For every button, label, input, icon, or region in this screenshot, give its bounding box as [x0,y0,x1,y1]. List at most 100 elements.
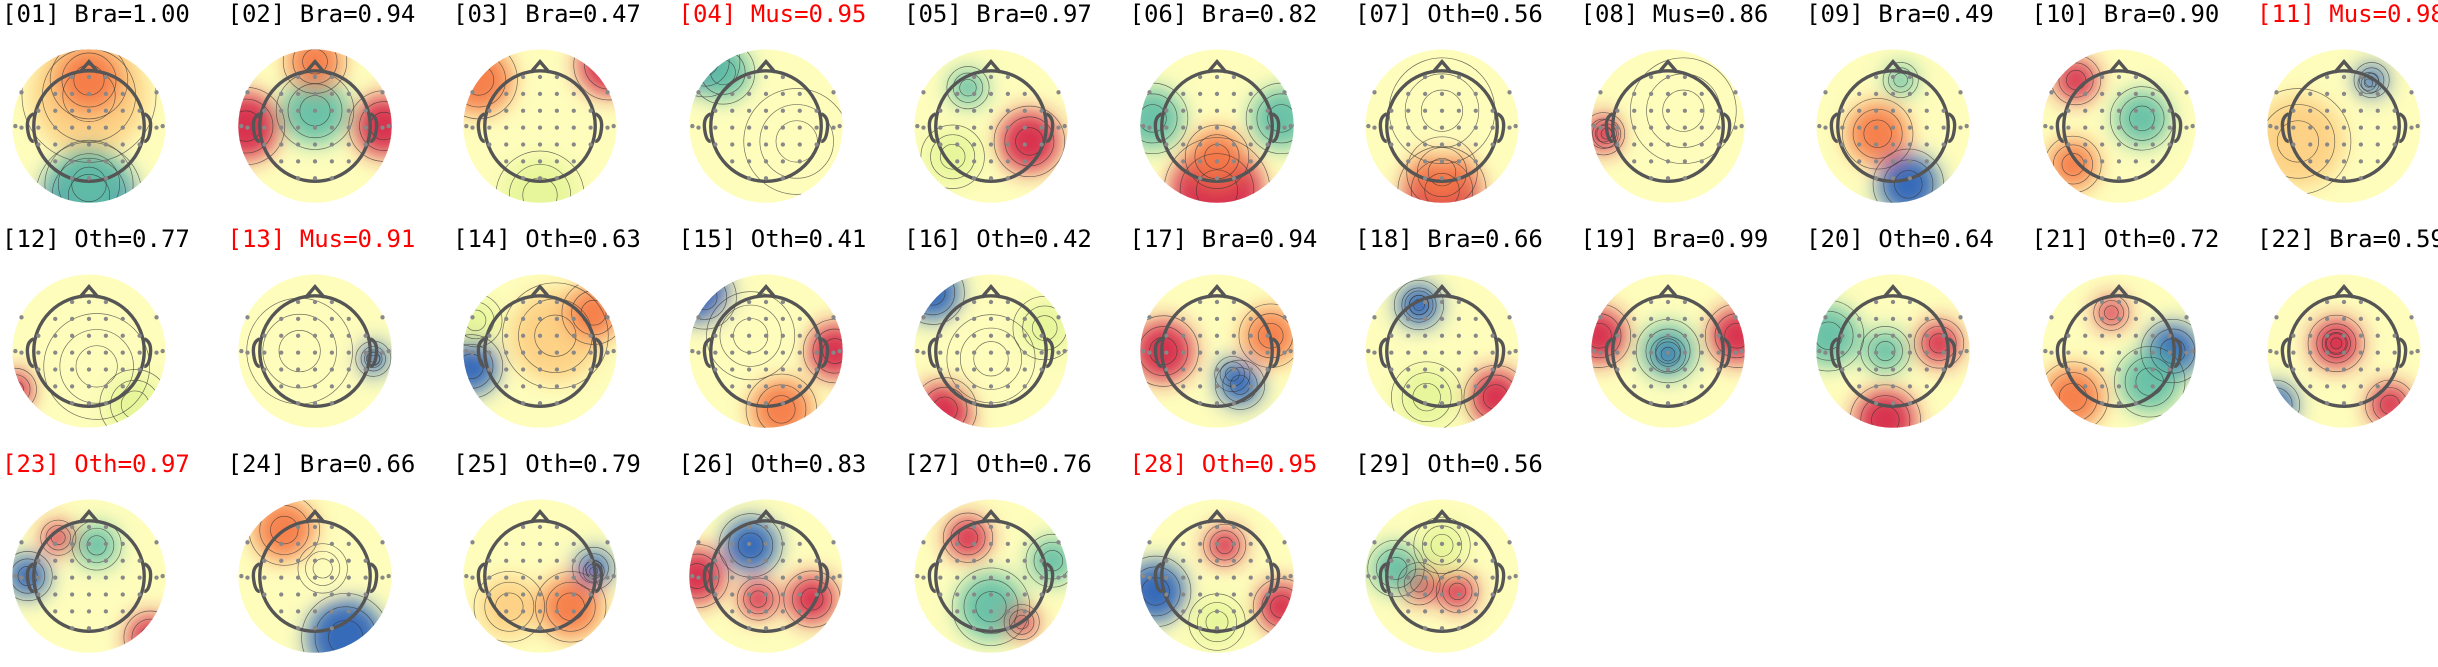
electrode-dot [1614,125,1620,130]
electrode-dot [36,350,41,355]
electrode-dot [520,316,526,321]
electrode-dot [1456,524,1462,530]
electrode-dot [504,108,509,113]
electrode-dot [19,125,24,130]
electrode-dot [2150,108,2155,113]
electrode-dot [2324,384,2330,389]
electrode-dot [1857,108,1862,113]
nose-marker [2108,59,2129,74]
electrode-dot [1264,367,1270,372]
electrode-dot [1699,125,1704,130]
scalp-topomap [688,499,843,653]
component-label: [15] Oth=0.41 [678,225,867,253]
right-ear [1496,562,1506,594]
component-label: [23] Oth=0.97 [2,450,190,478]
electrode-dot [312,142,317,147]
electrode-dot [1439,299,1445,305]
electrode-dot [1214,609,1219,614]
electrode-dot [1439,558,1445,563]
electrode-dot [1214,74,1219,80]
electrode-dot [362,575,368,580]
component-label: [13] Mus=0.91 [227,225,416,253]
electrode-dot [86,299,92,305]
electrode-dot [278,592,283,597]
component-panel: [03] Bra=0.47 [451,0,676,203]
electrode-dot [1214,108,1219,113]
electrode-dot [1456,626,1462,631]
electrode-dot [1197,299,1202,305]
electrode-dot [278,142,283,147]
electrode-dot [554,367,560,372]
scalp-topomap [1365,49,1519,203]
electrode-dot [1439,401,1445,406]
electrode-dot [1873,299,1879,305]
electrode-dot [312,609,317,614]
head-outline [2287,69,2401,183]
contour-line [942,512,994,563]
electrode-dot [2358,176,2364,181]
electrode-dot [1456,575,1462,580]
electrode-dot [2291,142,2296,147]
left-ear [702,337,712,369]
electrode-dot [346,333,351,338]
electrode-dot [69,609,75,614]
contour-line [297,543,348,594]
scalp-topomap [237,49,392,203]
nose-marker [980,59,1002,74]
electrode-dot [1372,540,1377,545]
electrode-dot [797,367,802,372]
electrode-dot [1231,125,1236,130]
electrode-dot [1924,91,1929,96]
electrode-dot [1180,350,1185,355]
electrode-dot [69,367,75,372]
electrode-dot [36,592,41,597]
electrode-dot [2375,125,2380,130]
electrode-dot [1439,316,1445,321]
contour-line [2103,305,2119,320]
electrode-dot [1473,108,1478,113]
electrode-dot [971,125,977,130]
electrode-dot [1422,575,1428,580]
electrode-dot [1958,125,1963,130]
electrode-dot [1473,609,1478,614]
electrode-dot [1422,125,1428,130]
electrode-dot [1924,367,1929,372]
electrode-dot [36,558,41,563]
electrode-dot [312,91,317,96]
electrode-dot [2150,350,2155,355]
electrode-dot [554,159,560,164]
electrode-dot [2291,108,2296,113]
electrode-dot [36,108,41,113]
component-panel: [07] Oth=0.56 [1353,0,1578,203]
electrode-dot [2392,367,2397,372]
electrode-dot [295,176,300,181]
electrode-dot [1682,299,1687,305]
component-panel: [06] Bra=0.82 [1128,0,1353,203]
electrode-dot [1422,609,1428,614]
electrode-dot [2341,91,2347,96]
electrode-dot [520,108,526,113]
electrode-dot [244,315,250,320]
electrode-dot [137,125,142,130]
electrode-dot [1873,142,1879,147]
left-ear [251,112,261,144]
electrode-dot [120,159,125,164]
head-outline [1610,69,1725,183]
electrode-dot [2190,123,2195,129]
electrode-dot [1264,558,1270,563]
electrode-dot [938,108,943,113]
electrode-dot [2116,142,2121,147]
electrode-dot [763,176,768,181]
electrode-dot [729,575,734,580]
electrode-dot [295,350,300,355]
electrode-dot [915,573,920,579]
electrode-dot [1732,125,1738,130]
right-ear [594,112,604,144]
electrode-dot [53,592,58,597]
electrode-dot [571,316,576,321]
electrode-dot [1231,575,1236,580]
electrode-dot [2099,316,2104,321]
electrode-dot [1941,367,1946,372]
head-outline [708,519,823,633]
scalp-topomap [237,499,392,653]
